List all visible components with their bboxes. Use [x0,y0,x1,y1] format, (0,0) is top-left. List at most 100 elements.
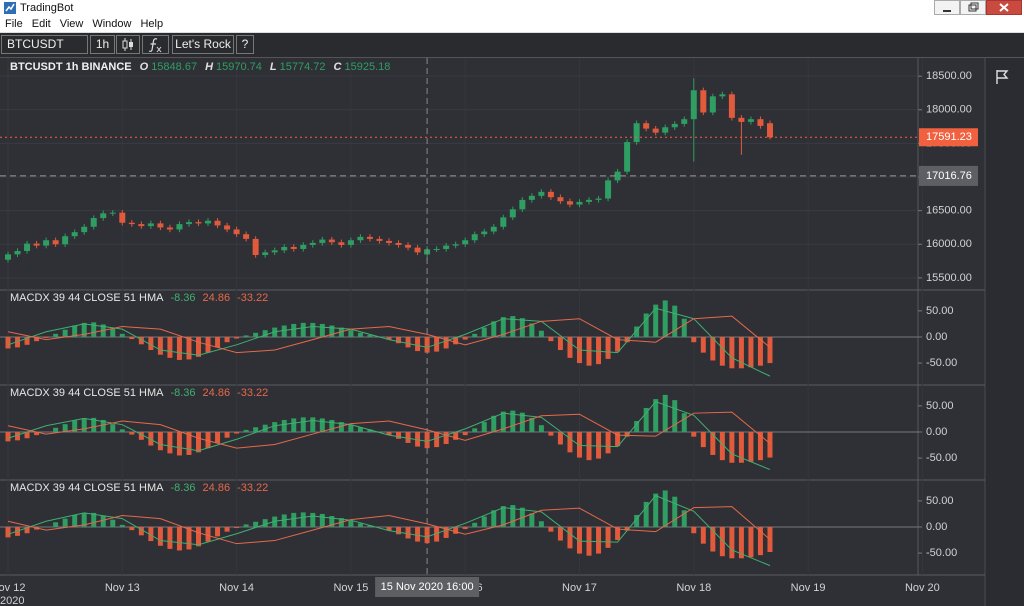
histogram-bar [548,336,554,342]
histogram-bar [319,323,325,337]
histogram-bar [453,431,459,440]
histogram-bar [596,526,602,554]
candle-body [414,247,421,253]
candle-body [166,227,173,230]
histogram-bar [138,526,144,536]
histogram-bar [81,512,87,527]
histogram-bar [510,410,516,432]
legend-label: H [205,61,214,73]
candle-body [405,244,412,248]
crosshair-price-label: 17016.76 [926,170,972,182]
histogram-bar [34,431,40,436]
histogram-bar [62,518,68,527]
candle-body [766,123,773,138]
side-panel [985,58,1024,606]
histogram-bar [567,431,573,453]
indicator-legend: MACDX 39 44 CLOSE 51 HMA -8.36 24.86 -33.22 [10,292,268,304]
histogram-bar [338,327,344,337]
histogram-bar [586,336,592,366]
candle-body [557,197,564,202]
indicators-button[interactable] [142,35,169,54]
indicator-value: -8.36 [170,292,195,304]
menu-item[interactable]: Help [140,18,164,30]
x-tick-label: Nov 18 [676,582,711,594]
chart-type-button[interactable] [116,35,140,54]
histogram-bar [643,313,649,337]
histogram-bar [624,336,630,343]
close-button[interactable] [986,0,1022,15]
menu-item[interactable]: View [59,18,84,30]
histogram-bar [719,431,725,461]
histogram-bar [557,336,563,351]
histogram-bar [224,431,230,438]
candle-body [338,242,345,245]
histogram-bar [605,526,611,548]
histogram-bar [700,336,706,353]
run-button[interactable]: Let's Rock [172,35,234,54]
indicator-title: MACDX 39 44 CLOSE 51 HMA [10,482,164,494]
histogram-bar [110,519,116,527]
histogram-bar [319,418,325,432]
histogram-bar [186,336,192,360]
restore-button[interactable] [960,0,986,15]
indicator-line [7,307,771,377]
histogram-bar [348,520,354,527]
menu-item[interactable]: File [5,18,23,30]
candle-body [747,119,754,122]
candle-body [662,127,669,133]
histogram-bar [53,333,59,337]
candle-body [595,198,602,200]
histogram-bar [719,336,725,366]
histogram-bar [119,524,125,527]
flag-icon[interactable] [996,70,1009,84]
histogram-bar [538,330,544,337]
close-icon [999,3,1009,12]
histogram-bar [557,526,563,541]
histogram-bar [291,512,297,527]
menu-item[interactable]: Edit [31,18,51,30]
x-tick-label: Nov 12 [0,582,25,594]
minimize-button[interactable] [934,0,960,15]
candle-body [262,252,269,256]
histogram-bar [110,424,116,432]
menu-item[interactable]: Window [92,18,132,30]
crosshair-time-label: 15 Nov 2020 16:00 [381,581,474,593]
x-tick-label: Nov 17 [562,582,597,594]
histogram-bar [195,431,201,453]
x-tick-label: Nov 14 [219,582,254,594]
histogram-bar [262,424,268,432]
indicator-line [7,495,771,567]
candle-body [738,117,745,122]
histogram-bar [624,431,630,437]
candle-body [366,236,373,239]
candle-body [681,119,688,124]
histogram-bar [62,424,68,432]
minimize-icon [943,10,951,12]
x-tick-label: Nov 20 [905,582,940,594]
histogram-bar [234,431,240,434]
histogram-bar [243,524,249,527]
histogram-bar [157,431,163,451]
histogram-bar [500,317,506,337]
candle-body [624,142,631,172]
title-bar: TradingBot [0,0,1024,17]
histogram-bar [405,336,411,348]
histogram-bar [605,336,611,359]
histogram-bar [176,431,182,456]
help-button[interactable]: ? [236,35,254,54]
candle-body [576,201,583,205]
candle-body [652,128,659,133]
y-tick-label: 16000.00 [926,238,972,250]
toolbar: BTCUSDT 1h Let's Rock ? [0,33,1024,58]
symbol-input[interactable]: BTCUSDT [1,35,88,54]
histogram-bar [205,431,211,449]
candle-body [319,239,326,243]
interval-button[interactable]: 1h [90,35,115,54]
histogram-bar [653,304,659,337]
histogram-bar [148,336,154,351]
candle-body [519,199,526,210]
histogram-bar [605,431,611,454]
histogram-bar [510,316,516,337]
candle-body [481,231,488,235]
